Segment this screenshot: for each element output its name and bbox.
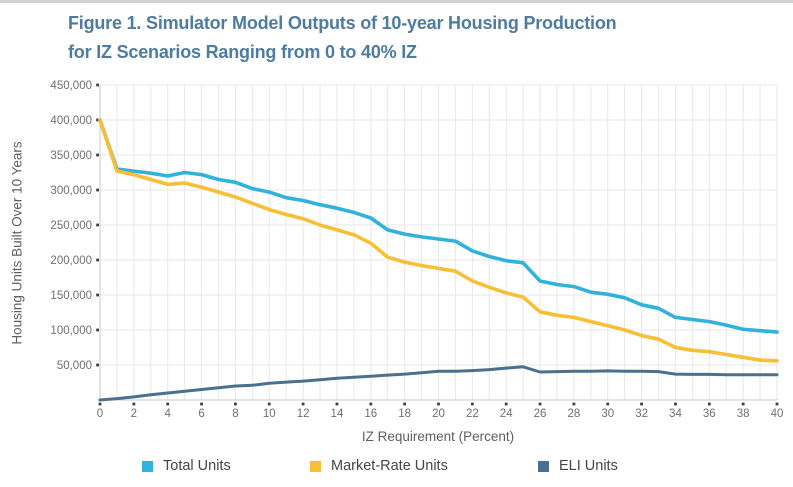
x-tick-label: 30 xyxy=(601,408,614,420)
y-tick-mark xyxy=(96,223,99,227)
y-tick-label: 200,000 xyxy=(50,255,92,267)
x-tick-mark xyxy=(98,402,102,406)
x-tick-mark xyxy=(369,402,373,406)
x-tick-label: 26 xyxy=(534,408,547,420)
market-rate-units-line xyxy=(98,118,779,363)
x-tick-mark xyxy=(775,402,779,406)
x-tick-mark xyxy=(200,402,203,406)
x-tick-mark xyxy=(707,402,711,406)
figure-title-line-1: Figure 1. Simulator Model Outputs of 10-… xyxy=(68,13,617,33)
y-tick-mark xyxy=(96,118,99,122)
x-tick-label: 18 xyxy=(398,408,411,420)
x-tick-label: 12 xyxy=(297,408,310,420)
x-tick-label: 28 xyxy=(568,408,581,420)
x-tick-label: 38 xyxy=(737,408,750,420)
eli-units-swatch-icon xyxy=(538,460,549,472)
x-axis-title: IZ Requirement (Percent) xyxy=(361,429,515,444)
x-tick-mark xyxy=(437,402,440,406)
x-tick-label: 0 xyxy=(97,408,103,420)
x-tick-label: 14 xyxy=(331,408,344,420)
y-tick-label: 400,000 xyxy=(50,115,92,127)
x-tick-mark xyxy=(234,402,237,406)
x-tick-mark xyxy=(166,402,170,406)
y-tick-label: 450,000 xyxy=(50,80,92,92)
legend-label-eli-units: ELI Units xyxy=(559,458,618,474)
x-tick-mark xyxy=(606,402,610,406)
x-tick-mark xyxy=(572,402,576,406)
y-tick-mark xyxy=(96,258,99,262)
x-tick-mark xyxy=(640,402,643,406)
legend-item-market-rate-units: Market-Rate Units xyxy=(310,458,448,474)
x-tick-label: 36 xyxy=(703,408,716,420)
y-tick-label: 100,000 xyxy=(50,325,92,337)
y-tick-mark xyxy=(96,153,99,157)
total-units-line xyxy=(98,118,779,334)
figure-title-line-2: for IZ Scenarios Ranging from 0 to 40% I… xyxy=(68,42,417,62)
x-tick-label: 20 xyxy=(432,408,445,420)
eli-units-line xyxy=(98,365,779,402)
market-rate-units-swatch-icon xyxy=(310,460,321,472)
figure-title: Figure 1. Simulator Model Outputs of 10-… xyxy=(68,9,768,67)
x-tick-mark xyxy=(335,402,339,406)
x-tick-mark xyxy=(504,402,508,406)
x-tick-mark xyxy=(301,402,305,406)
legend-label-total-units: Total Units xyxy=(163,458,231,474)
x-tick-mark xyxy=(132,402,136,406)
legend-label-market-rate-units: Market-Rate Units xyxy=(331,458,448,474)
x-tick-label: 22 xyxy=(466,408,479,420)
x-tick-label: 8 xyxy=(232,408,238,420)
y-tick-label: 350,000 xyxy=(50,150,92,162)
y-axis-title: Housing Units Built Over 10 Years xyxy=(9,141,25,345)
x-tick-mark xyxy=(741,402,745,406)
y-tick-mark xyxy=(96,363,99,367)
y-tick-mark xyxy=(96,293,99,297)
legend-item-eli-units: ELI Units xyxy=(538,458,618,474)
y-tick-label: 300,000 xyxy=(50,185,92,197)
y-tick-mark xyxy=(96,83,99,87)
y-tick-mark xyxy=(96,188,99,192)
x-tick-label: 16 xyxy=(364,408,377,420)
x-tick-label: 10 xyxy=(263,408,276,420)
x-tick-mark xyxy=(538,402,542,406)
x-tick-mark xyxy=(403,402,407,406)
y-tick-label: 50,000 xyxy=(57,360,92,372)
x-tick-label: 6 xyxy=(198,408,204,420)
x-tick-mark xyxy=(470,402,474,406)
x-tick-label: 4 xyxy=(164,408,171,420)
x-tick-label: 24 xyxy=(500,408,513,420)
y-tick-label: 250,000 xyxy=(50,220,92,232)
x-tick-label: 34 xyxy=(669,408,682,420)
top-divider xyxy=(0,0,793,3)
x-tick-label: 2 xyxy=(131,408,137,420)
x-tick-label: 40 xyxy=(771,408,784,420)
x-tick-mark xyxy=(267,402,271,406)
y-tick-mark xyxy=(96,328,99,332)
x-tick-mark xyxy=(674,402,677,406)
legend-item-total-units: Total Units xyxy=(142,458,231,474)
chart-legend: Total Units Market-Rate Units ELI Units xyxy=(0,458,793,480)
y-tick-label: 150,000 xyxy=(50,290,92,302)
x-tick-label: 32 xyxy=(635,408,648,420)
total-units-swatch-icon xyxy=(142,460,153,472)
